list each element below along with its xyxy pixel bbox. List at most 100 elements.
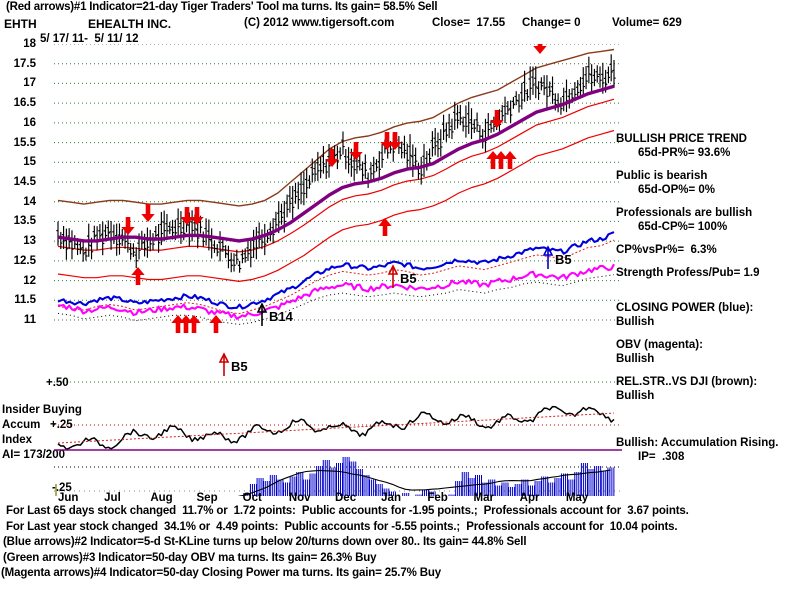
month-label-jan: Jan	[381, 492, 401, 504]
month-label-nov: Nov	[288, 492, 311, 504]
obv-group	[57, 263, 615, 325]
price-chart-svg: B14 B5 B5 B5	[54, 44, 622, 496]
b14-label: B14	[269, 309, 294, 324]
month-label-feb: Feb	[427, 492, 448, 504]
obv-line	[57, 263, 615, 320]
sell-arrow-9	[490, 110, 504, 128]
footer-line-65days: For Last 65 days stock changed 11.7% or …	[6, 505, 689, 517]
accumulation-block: Bullish: Accumulation Rising. IP= .308	[616, 436, 800, 464]
sell-arrow-5	[325, 149, 339, 167]
footer-line-indicator4: (Magenta arrows)#4 Indicator=50-day Clos…	[1, 567, 441, 579]
accumulation-ip-value: IP= .308	[638, 451, 685, 463]
lower-band-red-line	[57, 129, 615, 282]
month-label-jun: Jun	[58, 492, 79, 504]
closing-power-block: CLOSING POWER (blue): Bullish	[616, 301, 800, 329]
month-label-jul: Jul	[104, 492, 121, 504]
month-label-aug: Aug	[150, 492, 173, 504]
price-change: Change= 0	[522, 17, 581, 29]
y-tick-11-5: 11.5	[14, 294, 36, 307]
b5-mid-arrow	[387, 264, 399, 288]
buy-arrow-7	[486, 151, 500, 169]
y-tick-17-5: 17.5	[13, 57, 36, 70]
price-axis: 18 17.5 17 16.5 16 15.5 15 14.5 14 13.5 13 12.5 12 11…	[0, 38, 36, 344]
mid-band-red-line	[57, 98, 615, 253]
obv-status: Bullish	[616, 353, 655, 365]
b5-right-arrow	[542, 245, 554, 269]
y-tick-12-5: 12.5	[13, 254, 36, 267]
obv-title: OBV (magenta):	[616, 339, 703, 351]
y-tick-15-5: 15.5	[13, 136, 36, 149]
month-label-oct: Oct	[242, 492, 262, 504]
buy-arrow-3	[179, 315, 193, 333]
closing-power-group	[57, 231, 615, 315]
rel-strength-status: Bullish	[616, 390, 655, 402]
sell-arrow-4	[190, 207, 204, 225]
index-label: Index	[2, 434, 33, 446]
month-label-mar: Mar	[473, 492, 494, 504]
moving-average-21day-line	[57, 84, 615, 243]
scale-tick-minus-25: -.25	[52, 482, 72, 494]
buy-arrow-2	[171, 315, 185, 333]
closing-power-status: Bullish	[616, 316, 655, 328]
cp-vs-pr-block: CP%vsPr%= 6.3%	[616, 243, 800, 257]
cp-vs-pr-value: CP%vsPr%= 6.3%	[616, 244, 717, 256]
buy-arrow-5	[209, 315, 223, 333]
analysis-info-panel: BULLISH PRICE TREND 65d-PR%= 93.6% Publi…	[616, 132, 800, 473]
price-trend-title: BULLISH PRICE TREND	[616, 133, 747, 145]
rel-strength-title: REL.STR..VS DJI (brown):	[616, 376, 758, 388]
rel-strength-block: REL.STR..VS DJI (brown): Bullish	[616, 375, 800, 403]
obv-block: OBV (magenta): Bullish	[616, 338, 800, 366]
public-block: Public is bearish 65d-OP%= 0%	[616, 169, 800, 197]
b5-left-arrow	[218, 352, 230, 376]
y-tick-16-5: 16.5	[13, 97, 36, 110]
buy-arrow-8	[494, 151, 508, 169]
price-ohlc-bars	[56, 54, 616, 273]
y-tick-17: 17	[23, 77, 36, 90]
chart-plot-area[interactable]: B14 B5 B5 B5	[40, 44, 628, 496]
close-price: Close= 17.55	[432, 17, 506, 29]
footer-line-indicator2: (Blue arrows)#2 Indicator=5-d St-KLine t…	[3, 536, 527, 548]
y-tick-16: 16	[23, 116, 36, 129]
sell-arrow-8	[388, 132, 402, 150]
signal-arrows	[121, 44, 547, 333]
month-label-sep: Sep	[196, 492, 218, 504]
buy-arrow-9	[503, 151, 517, 169]
y-tick-18: 18	[23, 38, 36, 50]
info-spacer-1	[616, 289, 800, 301]
sell-arrow-2	[141, 204, 155, 222]
y-tick-14-5: 14.5	[13, 176, 36, 188]
company-name: EHEALTH INC.	[88, 17, 172, 31]
strength-block: Strength Profess/Pub= 1.9	[616, 266, 800, 280]
y-tick-12: 12	[23, 274, 36, 287]
professionals-value: 65d-CP%= 100%	[638, 221, 728, 233]
b5-mid-label: B5	[400, 271, 417, 286]
sell-arrow-1	[121, 217, 135, 235]
month-label-may: May	[565, 492, 589, 504]
b14-arrow	[256, 302, 268, 326]
public-value: 65d-OP%= 0%	[638, 184, 716, 196]
copyright-notice: (C) 2012 www.tigersoft.com	[244, 17, 395, 29]
scale-tick-plus-25: +.25	[50, 419, 73, 431]
buy-arrow-1	[131, 267, 145, 285]
buy-arrow-4	[187, 315, 201, 333]
accumulation-title: Bullish: Accumulation Rising.	[616, 437, 779, 449]
ai-value-label: AI= 173/200	[2, 449, 65, 461]
upper-band-brown-line	[57, 48, 615, 207]
date-range-label: 5/ 17/ 11- 5/ 11/ 12	[40, 33, 139, 45]
footer-analysis-text: For Last 65 days stock changed 11.7% or …	[0, 504, 800, 582]
public-title: Public is bearish	[616, 170, 708, 182]
y-tick-15: 15	[23, 156, 36, 169]
ticker-symbol: EHTH	[4, 17, 37, 31]
closing-power-title: CLOSING POWER (blue):	[616, 302, 754, 314]
y-tick-11: 11	[23, 314, 36, 326]
y-tick-13-5: 13.5	[13, 215, 36, 228]
scale-tick-plus-50: +.50	[46, 377, 69, 389]
chart-annotations: B14 B5 B5 B5	[218, 245, 572, 376]
footer-line-indicator3: (Green arrows)#3 Indicator=50-day OBV ma…	[3, 551, 377, 564]
buy-arrow-6	[378, 218, 392, 236]
strength-value: Strength Profess/Pub= 1.9	[616, 267, 760, 279]
price-trend-block: BULLISH PRICE TREND 65d-PR%= 93.6%	[616, 132, 800, 160]
volume-value: Volume= 629	[612, 17, 682, 29]
month-label-apr: Apr	[519, 492, 540, 504]
